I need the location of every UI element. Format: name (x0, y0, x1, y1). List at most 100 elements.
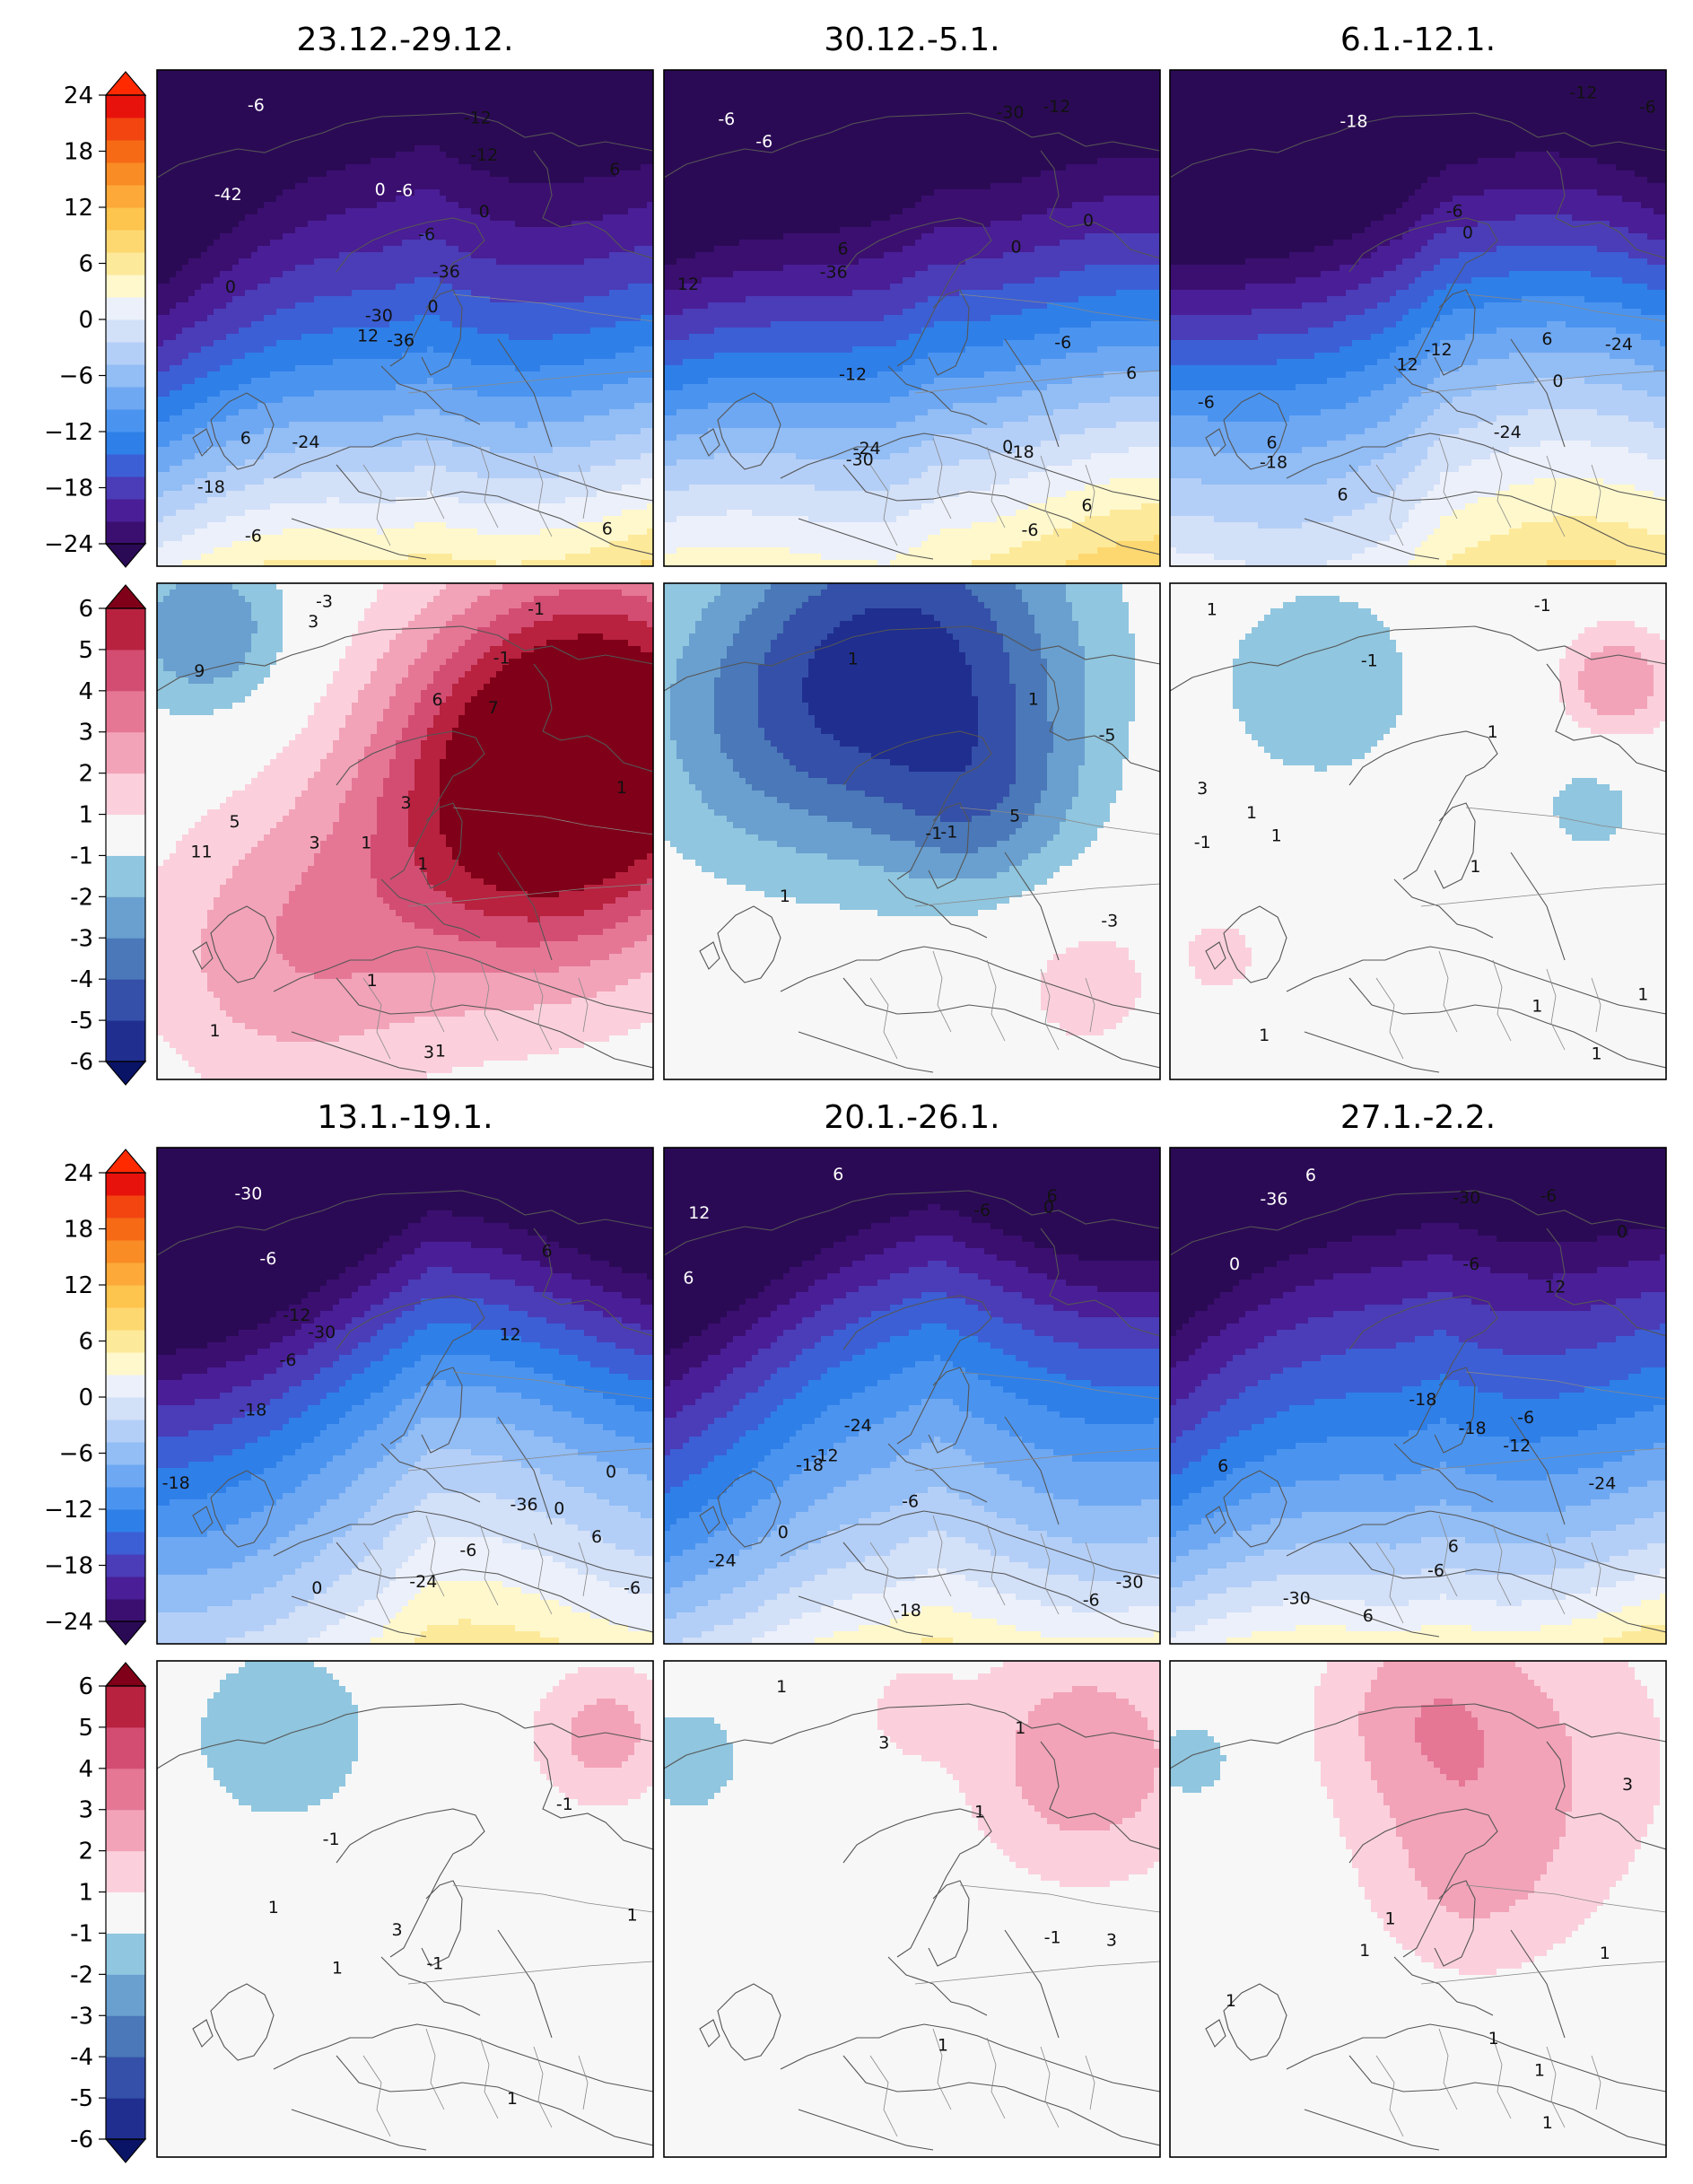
contour-label: 0 (1229, 1254, 1240, 1274)
colorbar-segment (106, 1173, 145, 1196)
colorbar-segment (106, 1599, 145, 1622)
contour-label: -6 (259, 1249, 276, 1269)
contour-label: 1 (1488, 2029, 1499, 2049)
colorbar-extend-high (106, 585, 145, 608)
contour-label: 0 (1043, 1197, 1054, 1217)
anomaly-map-r0-c1: -1-5-351-111 (664, 583, 1161, 1080)
contour-label: 1 (1385, 1909, 1396, 1929)
contour-label: -6 (418, 224, 435, 244)
contour-label: 3 (878, 1733, 889, 1752)
contour-label: 0 (1083, 211, 1094, 231)
contour-label: -6 (280, 1350, 297, 1370)
contour-label: 3 (392, 1920, 403, 1940)
colorbar-tick-label: -2 (70, 1961, 93, 1988)
colorbar-tick-label: 1 (78, 802, 93, 829)
colorbar-segment (106, 185, 145, 208)
contour-label: -6 (245, 527, 262, 546)
contour-label: 1 (332, 1958, 343, 1978)
contour-label: -1 (493, 648, 511, 668)
contour-label: 5 (1009, 806, 1020, 826)
colorbar-extend-low (106, 1061, 145, 1085)
contour-label: -30 (308, 1323, 336, 1342)
contour-label: 0 (427, 297, 438, 317)
contour-label: -6 (755, 132, 772, 152)
colorbar-tick-label: 5 (78, 637, 93, 664)
contour-label: 5 (230, 812, 240, 832)
colorbar-segment (106, 319, 145, 343)
contour-label: -24 (1605, 335, 1633, 354)
colorbar-extend-low (106, 1621, 145, 1645)
colorbar-segment (106, 1307, 145, 1331)
contour-label: 1 (1207, 600, 1217, 620)
contour-label: 6 (1217, 1456, 1228, 1476)
contour-label: 12 (677, 275, 699, 294)
colorbar-segment (106, 2057, 145, 2098)
contour-label: -1 (528, 599, 545, 619)
colorbar-segment (106, 691, 145, 732)
contour-label: 1 (435, 1041, 446, 1061)
colorbar-segment (106, 938, 145, 979)
contour-label: -6 (718, 109, 735, 129)
contour-label: -1 (1044, 1927, 1061, 1947)
contour-label: 0 (554, 1498, 564, 1518)
contour-label: 1 (1259, 1026, 1270, 1045)
contour-label: 6 (432, 690, 443, 710)
contour-label: 6 (1448, 1536, 1459, 1556)
contour-label: 6 (1305, 1166, 1316, 1185)
colorbar-tick-label: −24 (44, 531, 93, 558)
period-title: 23.12.-29.12. (297, 22, 514, 58)
colorbar-segment (106, 896, 145, 938)
colorbar-tick-label: 18 (64, 1217, 93, 1244)
colorbar-segment (106, 1769, 145, 1810)
contour-label: -1 (323, 1830, 340, 1849)
period-title: 27.1.-2.2. (1340, 1099, 1496, 1136)
colorbar-tick-label: 3 (78, 1797, 93, 1824)
contour-label: -36 (820, 262, 848, 282)
colorbar-tick-label: −6 (59, 1441, 93, 1468)
contour-label: 0 (778, 1523, 789, 1542)
colorbar-segment (106, 1532, 145, 1555)
contour-label: -36 (1260, 1190, 1287, 1210)
contour-label: -24 (709, 1551, 737, 1570)
colorbar-tick-label: 12 (64, 1272, 93, 1299)
contour-label: 1 (616, 778, 627, 798)
contour-label: 3 (1106, 1931, 1117, 1951)
contour-label: -6 (1446, 201, 1463, 221)
colorbar-segment (106, 1554, 145, 1577)
colorbar-segment (106, 140, 145, 163)
temperature-map-r0-c0: -36-42-30-18-36-24-12-6-120-6606120-60-6… (157, 70, 654, 567)
contour-label: 11 (190, 842, 212, 861)
colorbar-tick-label: −6 (59, 363, 93, 390)
contour-label: 3 (308, 612, 319, 632)
contour-label: 1 (1591, 1044, 1601, 1064)
colorbar-tick-label: -5 (70, 1008, 93, 1035)
contour-label: 9 (194, 661, 205, 681)
colorbar-extend-low (106, 544, 145, 567)
contour-label: -12 (1569, 83, 1597, 102)
colorbar-segment (106, 1577, 145, 1600)
colorbar-tick-label: 0 (78, 307, 93, 334)
contour-label: 0 (225, 277, 236, 297)
colorbar-segment (106, 454, 145, 477)
colorbar-segment (106, 1420, 145, 1443)
colorbar-tick-label: -1 (70, 843, 93, 869)
contour-label: 1 (848, 649, 859, 668)
colorbar-tick-label: −18 (44, 476, 93, 502)
colorbar-segment (106, 364, 145, 388)
colorbar-tick-label: -6 (70, 2127, 93, 2153)
colorbar-segment (106, 1352, 145, 1376)
colorbar-tick-label: 4 (78, 678, 93, 705)
contour-label: 0 (479, 202, 490, 222)
colorbar-segment (106, 1285, 145, 1308)
contour-label: -12 (470, 145, 498, 165)
